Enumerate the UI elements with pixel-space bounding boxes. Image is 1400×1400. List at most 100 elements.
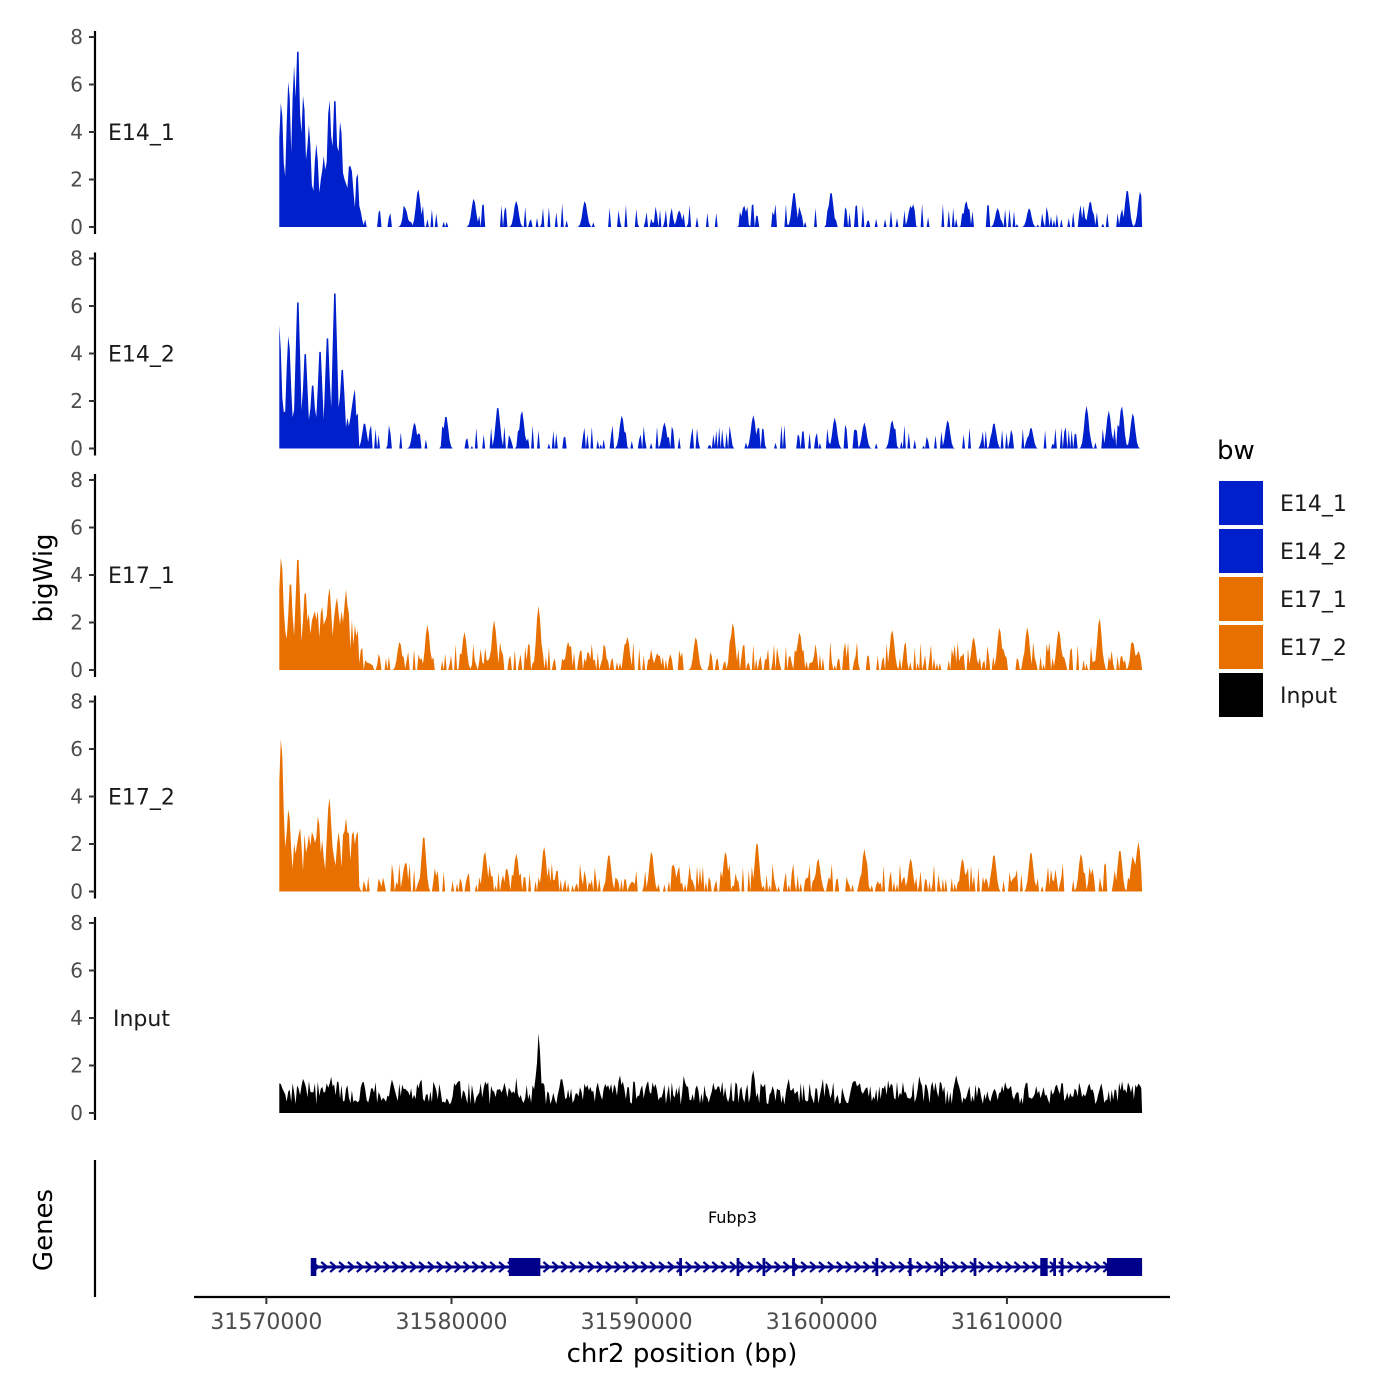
y-axis-title: bigWig [29,533,59,622]
strand-arrow [915,1261,925,1273]
track-e14-1: 0 2 4 6 8 E14_1 [70,25,1143,239]
strand-arrow [444,1261,454,1273]
strand-arrow [436,1261,445,1273]
gene-label: Fubp3 [708,1208,757,1227]
strand-arrow [462,1261,472,1273]
strand-arrow [578,1261,587,1273]
strand-arrow [747,1261,756,1273]
strand-arrow [693,1261,703,1273]
x-tick-label: 31570000 [210,1310,322,1335]
legend-swatch [1217,575,1265,623]
signal-area [279,557,1143,670]
exon [762,1258,766,1276]
strand-arrow [995,1261,1005,1273]
strand-arrow [951,1261,960,1273]
strand-arrow [844,1261,854,1273]
exon [1060,1258,1064,1276]
exon [679,1258,682,1276]
strand-arrow [551,1261,561,1273]
strand-arrow [427,1261,436,1273]
strand-arrow [569,1261,578,1273]
strand-arrow [418,1261,427,1273]
legend-title: bw [1217,436,1255,466]
strand-arrow [560,1261,569,1273]
legend-label: E17_2 [1280,636,1347,661]
y-tick-label: 4 [70,342,83,366]
exon [940,1258,944,1276]
strand-arrow [924,1261,934,1273]
y-tick-label: 6 [70,73,83,97]
strand-arrow [987,1261,996,1273]
y-tick-label: 0 [70,658,83,682]
strand-arrow [1075,1261,1085,1273]
strand-arrow [1004,1261,1014,1273]
exon [1053,1258,1056,1276]
signal-area [279,1033,1143,1113]
strand-arrow [942,1261,952,1273]
exon [508,1258,541,1276]
strand-arrow [667,1261,676,1273]
strand-arrow [489,1261,498,1273]
x-tick-label: 31600000 [766,1310,878,1335]
exon [792,1258,795,1276]
signal-area [279,51,1143,227]
strand-arrow [782,1261,792,1273]
strand-arrow [818,1261,827,1273]
y-tick-label: 8 [70,690,83,714]
x-tick-label: 31590000 [581,1310,693,1335]
y-tick-label: 6 [70,737,83,761]
legend-label: E14_2 [1280,540,1347,565]
exon [908,1258,912,1276]
strand-arrow [329,1261,338,1273]
genes-axis-title: Genes [29,1189,59,1271]
strand-arrow [729,1261,738,1273]
y-tick-label: 0 [70,437,83,461]
strand-arrow [542,1261,552,1273]
strand-arrow [880,1261,889,1273]
exon [310,1258,317,1276]
strand-arrow [898,1261,907,1273]
strand-arrow [1031,1261,1040,1273]
strand-arrow [631,1261,640,1273]
strand-arrow [1084,1261,1094,1273]
strand-arrow [711,1261,720,1273]
x-axis: 31570000 31580000 31590000 31600000 31610000 [194,1295,1170,1335]
x-axis-title: chr2 position (bp) [567,1339,798,1369]
strand-arrow [587,1261,596,1273]
y-tick-label: 0 [70,215,83,239]
y-tick-label: 8 [70,468,83,492]
strand-arrow [853,1261,863,1273]
exon [973,1258,977,1276]
strand-arrow [1022,1261,1032,1273]
legend: bw E14_1 E14_2 E17_1 E17_2 Input [1217,436,1347,719]
exon [1106,1258,1143,1276]
strand-arrow [1093,1261,1103,1273]
track-label: E14_1 [108,121,175,146]
strand-arrow [400,1261,409,1273]
strand-arrow [773,1261,783,1273]
track-label: E17_1 [108,564,175,589]
y-tick-label: 6 [70,294,83,318]
legend-label: Input [1280,684,1337,709]
strand-arrow [684,1261,694,1273]
strand-arrow [720,1261,729,1273]
gene-panel: Fubp3 [93,1160,1143,1297]
y-tick-label: 2 [70,389,83,413]
strand-arrow [471,1261,481,1273]
y-tick-label: 4 [70,563,83,587]
strand-arrow [702,1261,712,1273]
strand-arrow [498,1261,507,1273]
legend-swatch [1217,527,1265,575]
legend-label: E14_1 [1280,492,1347,517]
track-label: E17_2 [108,786,175,811]
signal-area [279,293,1143,449]
strand-arrow [862,1261,872,1273]
strand-arrow [596,1261,605,1273]
strand-arrow [409,1261,418,1273]
y-tick-label: 6 [70,959,83,983]
strand-arrow [649,1261,658,1273]
legend-label: E17_1 [1280,588,1347,613]
strand-arrow [764,1261,774,1273]
y-tick-label: 2 [70,832,83,856]
